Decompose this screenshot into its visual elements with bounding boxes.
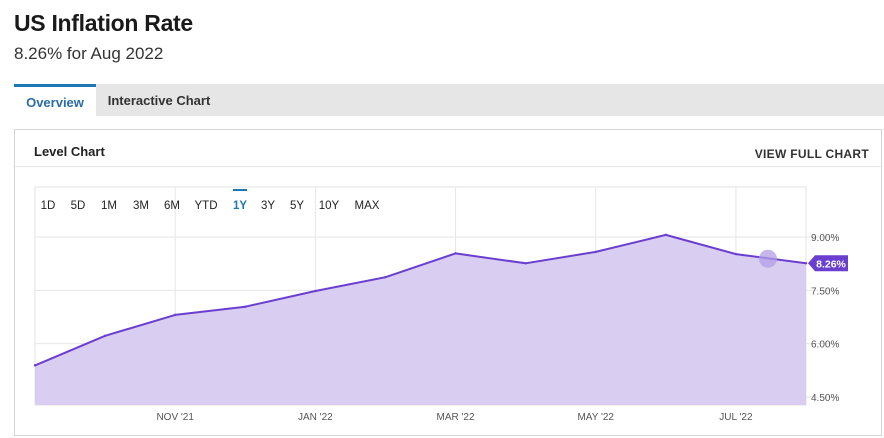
- data-point: [804, 262, 808, 265]
- panel-header: Level Chart VIEW FULL CHART: [15, 130, 881, 167]
- y-tick-label: 9.00%: [811, 233, 839, 244]
- range-button-5y[interactable]: 5Y: [290, 200, 304, 212]
- tab-overview[interactable]: Overview: [14, 84, 96, 116]
- range-button-ytd[interactable]: YTD: [195, 200, 218, 212]
- range-button-3y[interactable]: 3Y: [261, 200, 275, 212]
- data-point: [103, 334, 107, 338]
- data-point: [314, 289, 317, 293]
- data-point: [173, 313, 177, 317]
- y-tick-label: 6.00%: [811, 340, 839, 351]
- x-tick-label: JUL '22: [719, 412, 753, 423]
- x-tick-label: NOV '21: [156, 412, 194, 423]
- range-button-3m[interactable]: 3M: [133, 200, 149, 212]
- data-point: [734, 252, 738, 256]
- hover-marker: [758, 249, 777, 268]
- y-tick-label: 4.50%: [811, 393, 839, 404]
- range-button-max[interactable]: MAX: [355, 200, 380, 212]
- tab-bar: Overview Interactive Chart: [14, 84, 884, 116]
- range-button-1m[interactable]: 1M: [101, 200, 117, 212]
- data-point: [384, 275, 387, 279]
- range-button-6m[interactable]: 6M: [164, 200, 180, 212]
- view-full-chart-link[interactable]: VIEW FULL CHART: [754, 147, 869, 161]
- y-tick-label: 7.50%: [811, 286, 839, 297]
- data-point: [594, 250, 597, 254]
- range-button-1d[interactable]: 1D: [41, 200, 56, 212]
- tab-interactive-chart[interactable]: Interactive Chart: [107, 93, 211, 108]
- range-button-5d[interactable]: 5D: [71, 200, 86, 212]
- range-button-10y[interactable]: 10Y: [319, 200, 340, 212]
- page-subtitle: 8.26% for Aug 2022: [14, 44, 164, 63]
- last-value-label: 8.26%: [816, 258, 846, 270]
- data-point: [244, 305, 247, 308]
- page-title: US Inflation Rate: [14, 10, 193, 36]
- range-button-1y[interactable]: 1Y: [233, 200, 247, 212]
- x-tick-label: JAN '22: [298, 412, 333, 423]
- data-point: [454, 252, 457, 255]
- last-value-badge: 8.26%: [808, 255, 848, 272]
- series-area: [35, 234, 806, 405]
- data-point: [524, 262, 527, 265]
- x-tick-label: MAR '22: [437, 412, 475, 423]
- data-point: [33, 364, 37, 367]
- last-value-badge-bg: [808, 255, 848, 272]
- panel-title: Level Chart: [34, 144, 105, 159]
- x-tick-label: MAY '22: [577, 412, 614, 423]
- data-point: [664, 233, 668, 237]
- series-line: [34, 233, 807, 367]
